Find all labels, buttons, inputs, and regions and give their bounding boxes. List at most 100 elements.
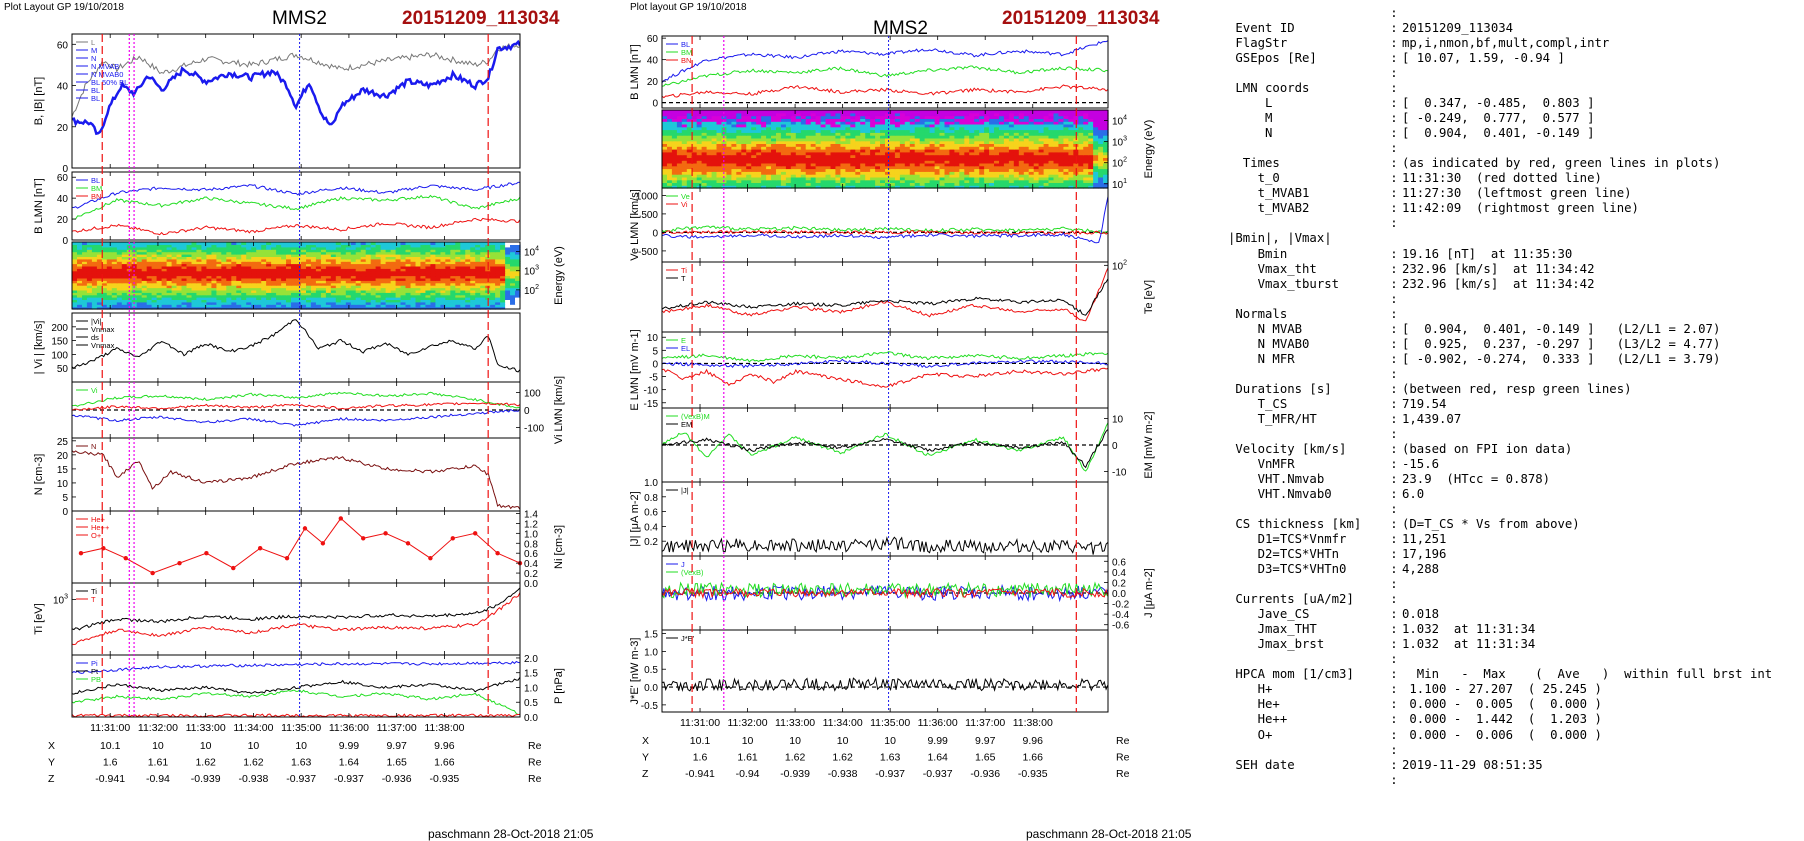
spectrogram-cell bbox=[979, 185, 985, 189]
spectrogram-cell bbox=[315, 299, 322, 303]
spectrogram-cell bbox=[445, 299, 451, 303]
spectrogram-cell bbox=[206, 304, 212, 308]
spectrogram-cell bbox=[820, 176, 827, 181]
spectrogram-cell bbox=[959, 157, 965, 161]
spectrogram-cell bbox=[350, 280, 357, 284]
spectrogram-cell bbox=[261, 304, 267, 308]
spectrogram-cell bbox=[171, 297, 178, 300]
spectrogram-cell bbox=[455, 270, 461, 274]
spectrogram-cell bbox=[706, 160, 713, 164]
spectrogram-cell bbox=[944, 165, 951, 170]
spectrogram-cell bbox=[166, 289, 173, 293]
spectrogram-cell bbox=[171, 254, 178, 257]
spectrogram-cell bbox=[216, 265, 222, 269]
spectrogram-cell bbox=[425, 289, 431, 293]
spectrogram-cell bbox=[974, 171, 980, 175]
spectrogram-cell bbox=[226, 306, 232, 310]
spectrogram-cell bbox=[91, 299, 98, 303]
spectrogram-cell bbox=[1083, 174, 1089, 178]
spectrogram-cell bbox=[156, 294, 163, 298]
y-tick-label: 20 bbox=[647, 77, 659, 88]
spectrogram-cell bbox=[959, 126, 965, 131]
spectrogram-cell bbox=[880, 174, 886, 178]
spectrogram-cell bbox=[296, 285, 302, 289]
spectrogram-cell bbox=[475, 280, 481, 284]
spectrogram-cell bbox=[146, 273, 153, 277]
series-line bbox=[72, 401, 520, 411]
spectrogram-cell bbox=[455, 258, 461, 262]
spectrogram-cell bbox=[345, 251, 352, 255]
spectrogram-cell bbox=[1073, 126, 1079, 131]
spectrogram-cell bbox=[934, 146, 941, 150]
spectrogram-cell bbox=[696, 132, 703, 136]
spectrogram-cell bbox=[771, 179, 777, 183]
spectrogram-cell bbox=[890, 151, 896, 156]
spectrogram-cell bbox=[106, 282, 113, 286]
spectrogram-cell bbox=[161, 275, 168, 279]
spectrogram-cell bbox=[989, 171, 995, 175]
spectrogram-cell bbox=[136, 306, 143, 310]
spectrogram-cell bbox=[151, 270, 158, 274]
spectrogram-cell bbox=[830, 137, 837, 142]
spectrogram-cell bbox=[964, 174, 970, 178]
spectrogram-cell bbox=[136, 280, 143, 284]
spectrogram-cell bbox=[1093, 182, 1099, 186]
spectrogram-cell bbox=[176, 287, 183, 291]
spectrogram-cell bbox=[435, 261, 441, 265]
spectrogram-cell bbox=[360, 280, 367, 284]
spectrogram-cell bbox=[771, 146, 777, 150]
spectrogram-cell bbox=[1003, 135, 1010, 139]
spectrogram-cell bbox=[904, 129, 911, 133]
spectrogram-cell bbox=[96, 249, 103, 253]
spectrogram-cell bbox=[166, 249, 173, 253]
spectrogram-cell bbox=[939, 160, 946, 164]
spectrogram-cell bbox=[999, 162, 1005, 167]
spectrogram-cell bbox=[964, 168, 970, 172]
spectrogram-cell bbox=[315, 282, 322, 286]
spectrogram-cell bbox=[156, 268, 163, 272]
spectrogram-cell bbox=[1008, 137, 1015, 142]
spectrogram-cell bbox=[495, 268, 501, 272]
spectrogram-cell bbox=[1013, 126, 1020, 131]
spectrogram-cell bbox=[72, 280, 78, 284]
spectrogram-cell bbox=[380, 292, 387, 296]
spectrogram-cell bbox=[181, 249, 188, 253]
spectrogram-cell bbox=[741, 154, 747, 158]
spectrogram-cell bbox=[1048, 146, 1055, 150]
spectrogram-cell bbox=[206, 254, 212, 257]
spectrogram-cell bbox=[330, 256, 337, 260]
spectrogram-cell bbox=[919, 146, 926, 150]
spectrogram-cell bbox=[974, 143, 980, 147]
spectrogram-cell bbox=[261, 258, 267, 262]
spectrogram-cell bbox=[315, 261, 322, 265]
spectrogram-cell bbox=[495, 244, 501, 248]
spectrogram-cell bbox=[430, 294, 436, 298]
spectrogram-cell bbox=[176, 280, 183, 284]
spectrogram-cell bbox=[325, 285, 332, 289]
spectrogram-cell bbox=[741, 182, 747, 186]
spectrogram-cell bbox=[850, 129, 856, 133]
spectrogram-cell bbox=[301, 301, 307, 305]
spectrogram-cell bbox=[919, 151, 926, 156]
spectrogram-cell bbox=[405, 263, 412, 267]
spectrogram-cell bbox=[156, 280, 163, 284]
event-markers bbox=[101, 34, 489, 717]
spectrogram-cell bbox=[1018, 132, 1025, 136]
spectrogram-cell bbox=[909, 129, 916, 133]
spectrogram-cell bbox=[924, 165, 931, 170]
spectrogram-cell bbox=[111, 244, 118, 248]
spectrogram-cell bbox=[855, 171, 861, 175]
spectrogram-cell bbox=[350, 263, 357, 267]
spectrogram-cell bbox=[405, 299, 412, 303]
spectrogram-cell bbox=[206, 246, 212, 250]
spectrogram-cell bbox=[1013, 137, 1020, 142]
series-point bbox=[338, 516, 343, 521]
spectrogram-cell bbox=[686, 140, 693, 144]
spectrogram-cell bbox=[500, 304, 506, 308]
spectrogram-cell bbox=[1068, 132, 1074, 136]
spectrogram-cell bbox=[691, 132, 698, 136]
spectrogram-cell bbox=[271, 254, 277, 257]
spectrogram-cell bbox=[939, 179, 946, 183]
spectrogram-cell bbox=[301, 280, 307, 284]
spectrogram-cell bbox=[455, 251, 461, 255]
